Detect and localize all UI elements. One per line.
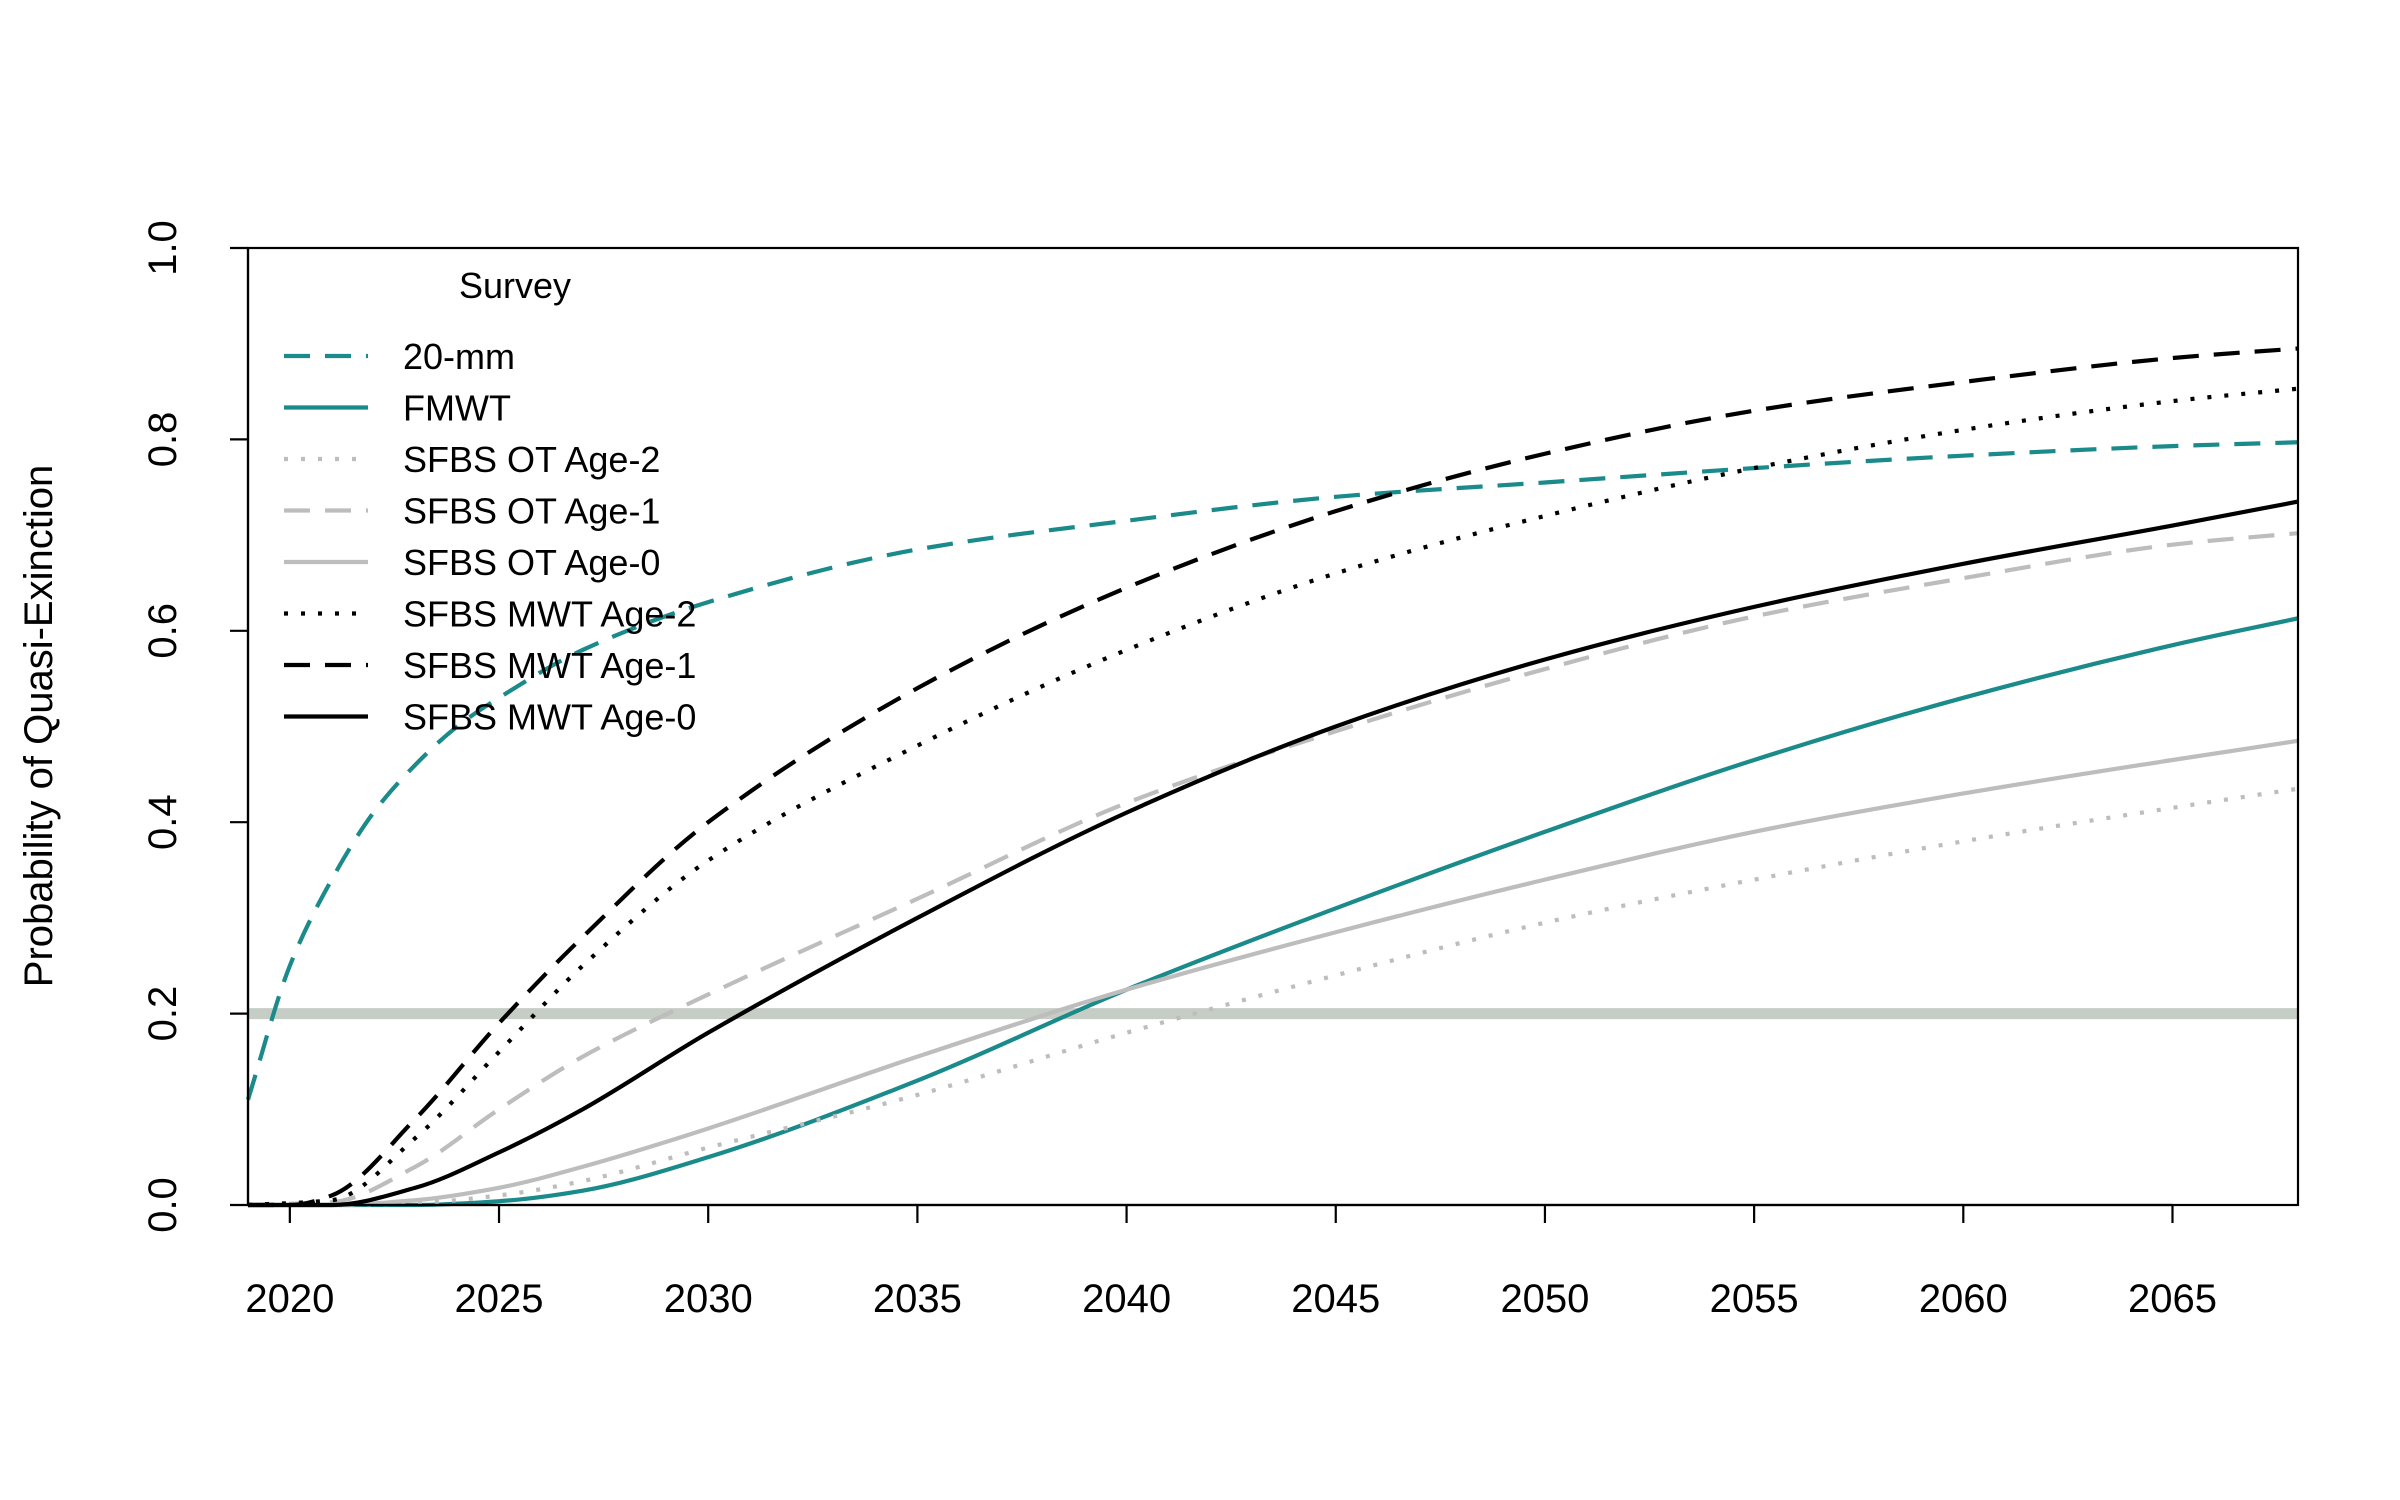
y-axis-label: Probability of Quasi-Exinction xyxy=(17,465,61,987)
y-tick-label: 1.0 xyxy=(141,220,185,276)
series-line-sfbs-mwt-age-1 xyxy=(247,346,2299,1208)
series-line-sfbs-mwt-age-0 xyxy=(247,499,2299,1208)
x-axis: 2020 2025 2030 2035 2040 2045 2050 2055 2060 2065 xyxy=(245,1203,2217,1321)
y-tick-label: 0.0 xyxy=(141,1177,185,1233)
legend-label: SFBS MWT Age-2 xyxy=(403,594,696,635)
x-tick-label: 2055 xyxy=(1710,1277,1799,1321)
series-line-sfbs-mwt-age-2 xyxy=(247,386,2299,1208)
y-axis: 0.0 0.2 0.4 0.6 0.8 1.0 xyxy=(141,220,250,1233)
legend-label: 20-mm xyxy=(403,336,515,377)
legend-label: SFBS MWT Age-0 xyxy=(403,697,696,738)
series-line-sfbs-ot-age-0 xyxy=(247,738,2299,1208)
legend-label: SFBS OT Age-0 xyxy=(403,542,660,583)
x-tick-label: 2025 xyxy=(455,1277,544,1321)
y-tick-label: 0.6 xyxy=(141,603,185,659)
y-tick-label: 0.2 xyxy=(141,986,185,1042)
legend-label: SFBS OT Age-1 xyxy=(403,491,660,532)
series-line-sfbs-ot-age-2 xyxy=(247,786,2299,1208)
x-tick-label: 2065 xyxy=(2128,1277,2217,1321)
x-tick-label: 2050 xyxy=(1500,1277,1589,1321)
legend-label: FMWT xyxy=(403,388,511,429)
plot-area xyxy=(245,346,2299,1208)
legend-label: SFBS MWT Age-1 xyxy=(403,645,696,686)
x-tick-label: 2045 xyxy=(1291,1277,1380,1321)
x-tick-label: 2030 xyxy=(664,1277,753,1321)
y-tick-label: 0.8 xyxy=(141,412,185,468)
y-tick-label: 0.4 xyxy=(141,794,185,850)
x-tick-label: 2040 xyxy=(1082,1277,1171,1321)
x-tick-label: 2020 xyxy=(245,1277,334,1321)
legend-label: SFBS OT Age-2 xyxy=(403,439,660,480)
series-line-sfbs-ot-age-1 xyxy=(247,531,2299,1208)
legend-title: Survey xyxy=(459,265,571,306)
legend: Survey 20-mm FMWT SFBS OT Age-2 SFBS OT Age… xyxy=(284,265,696,738)
x-tick-label: 2060 xyxy=(1919,1277,2008,1321)
x-tick-label: 2035 xyxy=(873,1277,962,1321)
series-line-20-mm xyxy=(245,440,2299,1101)
